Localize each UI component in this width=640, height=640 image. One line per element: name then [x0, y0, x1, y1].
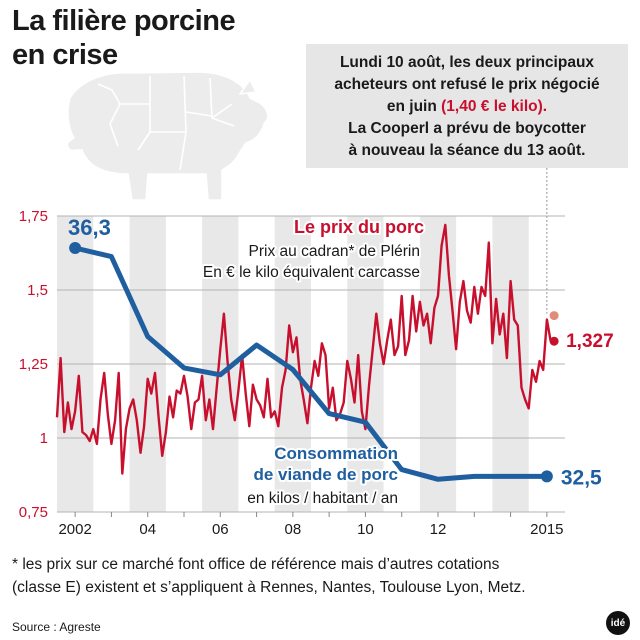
x-tick-label: 04 — [139, 521, 156, 538]
price-series-subtitle-2: En € le kilo équivalent carcasse — [203, 264, 420, 281]
consumption-end-label: 32,5 — [561, 466, 602, 489]
price-line — [55, 223, 555, 475]
consumption-line — [72, 245, 550, 482]
footnote-line-1: * les prix sur ce marché font office de … — [12, 556, 500, 573]
consumption-series-name-2: de viande de porc — [253, 465, 398, 484]
annotation-line-5: à nouveau la séance du 13 août. — [348, 142, 586, 159]
annotation-box: Lundi 10 août, les deux principaux achet… — [306, 44, 628, 168]
x-tick-label: 2002 — [58, 521, 91, 538]
y-tick-label: 1 — [40, 430, 48, 447]
annotation-line-3: en juin (1,40 € le kilo). — [310, 96, 624, 118]
x-tick-label: 08 — [285, 521, 302, 538]
price-consumption-chart: 1,75 1,5 1,25 1 0,75 2002 04 06 08 10 12 2015 1,327 3… — [19, 71, 614, 538]
footnote: * les prix sur ce marché font office de … — [12, 553, 632, 599]
annotation-line-2: acheteurs ont refusé le prix négocié — [334, 76, 600, 93]
title-line-1: La filière porcine — [12, 5, 236, 37]
page-title: La filière porcine en crise — [12, 4, 312, 72]
annotation-price-highlight: (1,40 € le kilo). — [441, 98, 548, 115]
y-tick-label: 1,5 — [27, 282, 48, 299]
pig-illustration — [66, 71, 269, 201]
price-end-dot — [549, 336, 559, 346]
annotation-line-4: La Cooperl a prévu de boycotter — [348, 120, 586, 137]
annotation-line-1: Lundi 10 août, les deux principaux — [339, 54, 595, 71]
y-gridlines: 1,75 1,5 1,25 1 0,75 — [19, 208, 565, 521]
source-credit: Source : Agreste — [12, 620, 101, 634]
x-tick-label: 12 — [430, 521, 447, 538]
consumption-end-dot — [540, 470, 553, 483]
y-tick-label: 1,25 — [19, 356, 48, 373]
price-series-subtitle-1: Prix au cadran* de Plérin — [249, 243, 420, 260]
price-target-dot — [549, 311, 559, 321]
price-end-label: 1,327 — [566, 331, 614, 352]
title-line-2: en crise — [12, 39, 118, 71]
x-tick-label: 10 — [357, 521, 374, 538]
y-tick-label: 1,75 — [19, 208, 48, 225]
x-tick-label: 06 — [212, 521, 229, 538]
x-axis: 2002 04 06 08 10 12 2015 — [58, 512, 564, 538]
consumption-start-dot — [69, 242, 82, 254]
consumption-series-unit: en kilos / habitant / an — [247, 490, 398, 507]
footnote-line-2: (classe E) existent et s’appliquent à Re… — [12, 579, 526, 596]
publisher-logo: idé — [606, 611, 630, 635]
consumption-series-name-1: Consommation — [274, 444, 398, 463]
price-series-name: Le prix du porc — [294, 217, 424, 237]
consumption-start-label: 36,3 — [68, 215, 111, 240]
y-tick-label: 0,75 — [19, 504, 48, 521]
x-tick-label: 2015 — [530, 521, 563, 538]
annotation-line-3-prefix: en juin — [386, 98, 442, 115]
